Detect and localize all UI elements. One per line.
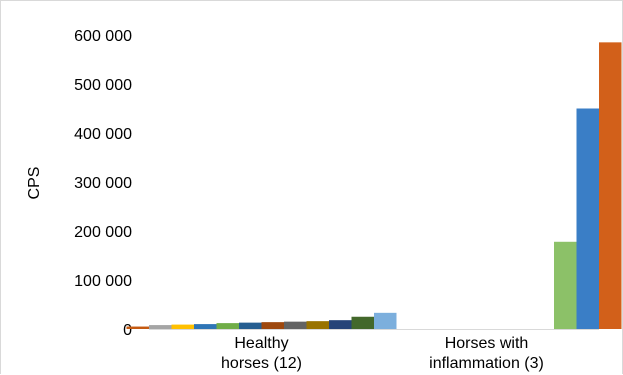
bar — [554, 241, 577, 329]
category-labels: Healthy horses (12) Horses with inflammatio… — [221, 335, 544, 372]
bar — [216, 323, 239, 329]
bar — [149, 325, 172, 329]
bar — [351, 316, 374, 329]
y-tick-label: 200 000 — [74, 224, 132, 241]
bar — [306, 321, 329, 329]
bar — [284, 321, 307, 329]
category-label: Healthy — [234, 335, 288, 352]
y-axis-ticks: 0 100 000 200 000 300 000 400 000 500 000 600 … — [74, 28, 132, 339]
bars — [126, 42, 622, 329]
bar — [171, 324, 194, 329]
bar — [599, 42, 622, 329]
category-label: horses (12) — [221, 355, 302, 372]
bar — [576, 108, 599, 329]
bar — [374, 312, 397, 329]
bar — [261, 322, 284, 329]
category-label: Horses with — [445, 335, 529, 352]
bar — [194, 324, 217, 329]
y-axis-title: CPS — [26, 167, 43, 200]
bar — [126, 326, 149, 329]
y-tick-label: 600 000 — [74, 28, 132, 45]
y-tick-label: 500 000 — [74, 77, 132, 94]
y-tick-label: 300 000 — [74, 175, 132, 192]
y-tick-label: 0 — [123, 322, 132, 339]
y-tick-label: 100 000 — [74, 273, 132, 290]
bar — [239, 322, 262, 329]
y-tick-label: 400 000 — [74, 126, 132, 143]
category-label: inflammation (3) — [429, 355, 544, 372]
bar — [329, 320, 352, 329]
